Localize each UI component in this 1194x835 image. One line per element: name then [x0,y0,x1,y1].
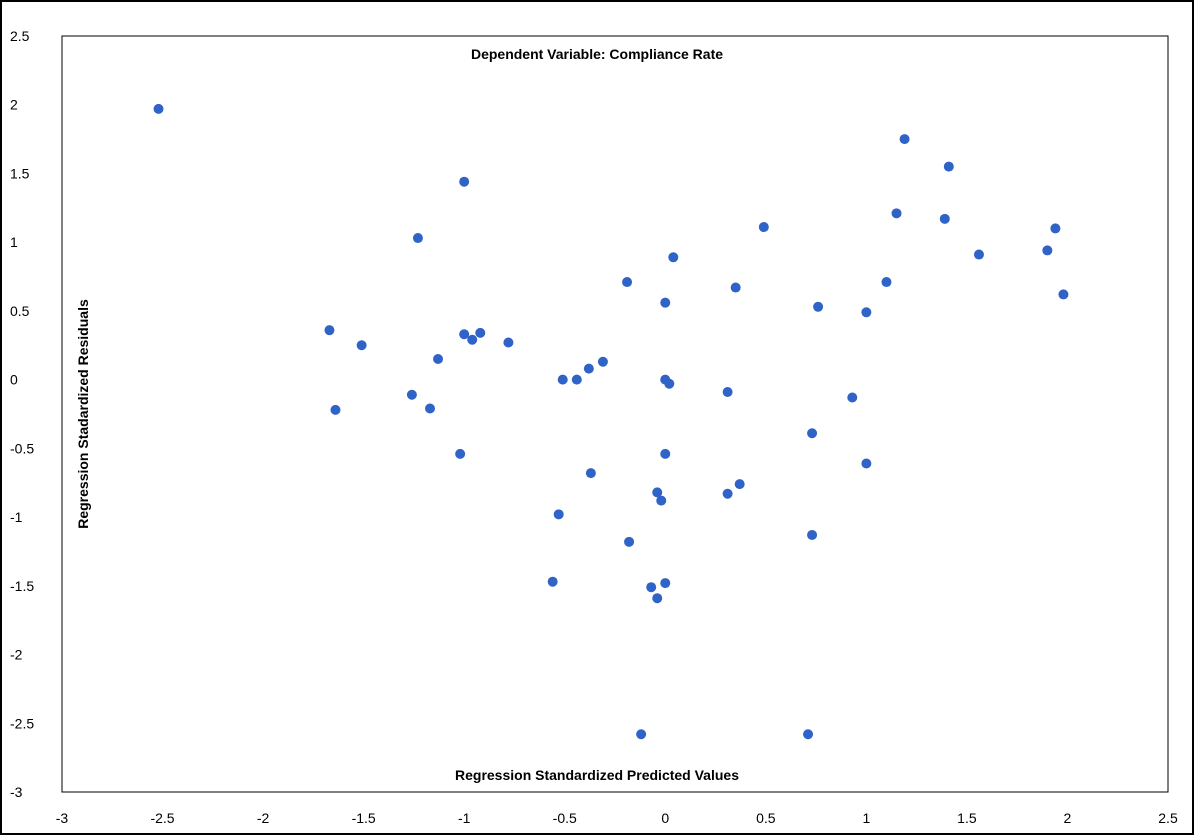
data-point [646,582,657,593]
data-point [660,297,671,308]
x-tick-label: 1 [862,810,870,826]
y-tick-label: -1 [10,509,23,525]
data-point [652,593,663,604]
data-point [406,389,417,400]
data-point [847,392,858,403]
data-point [553,509,564,520]
y-tick-label: -0.5 [10,440,34,456]
y-tick-label: 2 [10,97,18,113]
data-point [153,103,164,114]
data-point [1042,245,1053,256]
plot-area [61,35,1169,793]
y-tick-label: 1 [10,234,18,250]
x-tick-label: 0 [661,810,669,826]
y-tick-label: 0.5 [10,303,30,319]
data-point [624,536,635,547]
data-point [861,307,872,318]
x-tick-label: -3 [56,810,69,826]
data-point [722,387,733,398]
y-tick-label: 2.5 [10,28,30,44]
x-tick-label: -0.5 [553,810,577,826]
data-point [622,277,633,288]
data-point [557,374,568,385]
data-point [939,213,950,224]
data-point [807,428,818,439]
data-point [585,468,596,479]
data-point [547,576,558,587]
data-point [1050,223,1061,234]
data-point [424,403,435,414]
data-point [433,354,444,365]
x-tick-label: -2.5 [150,810,174,826]
y-tick-label: 1.5 [10,165,30,181]
y-tick-label: 0 [10,372,18,388]
data-point [664,378,675,389]
data-point [356,340,367,351]
data-point [597,356,608,367]
data-point [459,329,470,340]
x-axis-label: Regression Standardized Predicted Values [455,767,739,783]
data-point [973,249,984,260]
data-point [459,176,470,187]
data-point [583,363,594,374]
data-point [1058,289,1069,300]
data-point [660,578,671,589]
data-point [891,208,902,219]
data-point [324,325,335,336]
data-points [153,103,1069,740]
data-point [668,252,679,263]
x-tick-label: 2.5 [1158,810,1178,826]
data-point [813,301,824,312]
data-point [861,458,872,469]
data-point [660,448,671,459]
x-tick-label: -2 [257,810,270,826]
y-axis-ticks: 2.5 2 1.5 1 0.5 0 -0.5 -1 -1.5 -2 -2.5 -3 [10,28,34,800]
x-tick-label: 0.5 [756,810,776,826]
data-point [943,161,954,172]
data-point [503,337,514,348]
y-tick-label: -2 [10,647,23,663]
data-point [330,404,341,415]
data-point [722,488,733,499]
y-tick-label: -1.5 [10,578,34,594]
x-tick-label: 2 [1064,810,1072,826]
chart-title: Dependent Variable: Compliance Rate [471,46,723,62]
data-point [803,729,814,740]
data-point [455,448,466,459]
data-point [652,487,663,498]
data-point [571,374,582,385]
x-tick-label: 1.5 [957,810,977,826]
data-point [807,529,818,540]
data-point [475,327,486,338]
x-axis-ticks: -3 -2.5 -2 -1.5 -1 -0.5 0 0.5 1 1.5 2 2.5 [56,810,1178,826]
data-point [656,495,667,506]
data-point [758,222,769,233]
data-point [730,282,741,293]
y-axis-label: Regression Stadardized Residuals [75,299,91,529]
data-point [881,277,892,288]
data-point [636,729,647,740]
data-point [412,233,423,244]
x-tick-label: -1.5 [352,810,376,826]
y-tick-label: -2.5 [10,715,34,731]
data-point [734,479,745,490]
y-tick-label: -3 [10,784,23,800]
data-point [899,134,910,145]
x-tick-label: -1 [458,810,471,826]
data-point [467,334,478,345]
